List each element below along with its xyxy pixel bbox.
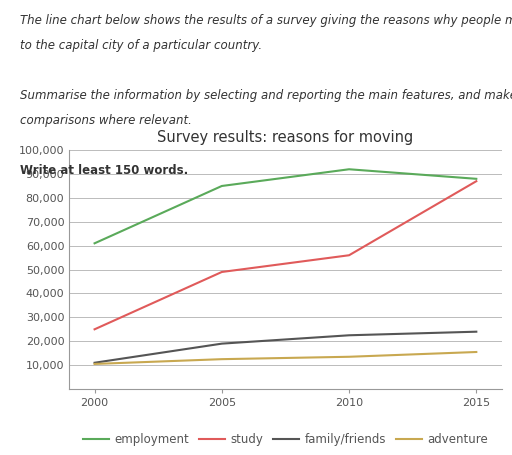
Title: Survey results: reasons for moving: Survey results: reasons for moving bbox=[157, 130, 414, 145]
Text: The line chart below shows the results of a survey giving the reasons why people: The line chart below shows the results o… bbox=[20, 14, 512, 27]
Legend: employment, study, family/friends, adventure: employment, study, family/friends, adven… bbox=[78, 429, 493, 451]
Text: comparisons where relevant.: comparisons where relevant. bbox=[20, 114, 193, 127]
Text: Summarise the information by selecting and reporting the main features, and make: Summarise the information by selecting a… bbox=[20, 89, 512, 102]
Text: Write at least 150 words.: Write at least 150 words. bbox=[20, 164, 189, 177]
Text: to the capital city of a particular country.: to the capital city of a particular coun… bbox=[20, 39, 263, 52]
